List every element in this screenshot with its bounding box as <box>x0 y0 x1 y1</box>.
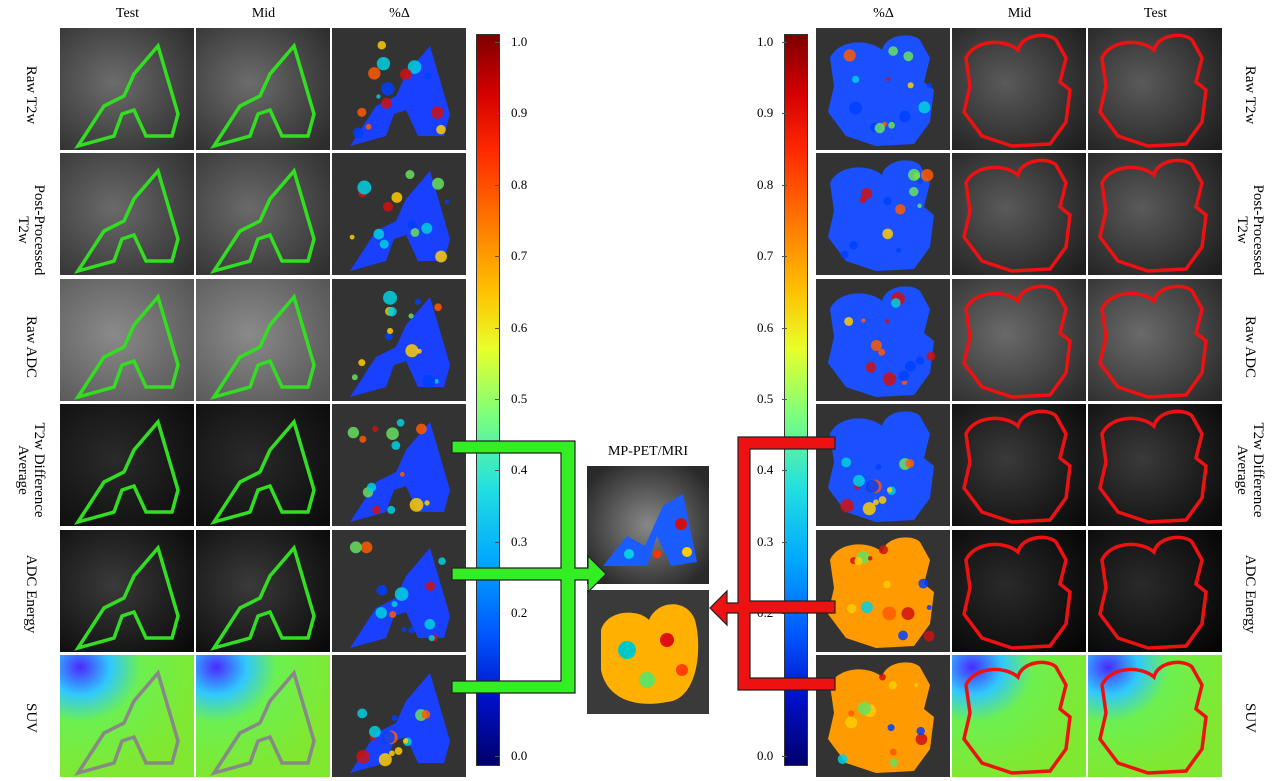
colorbar-tick-mark <box>782 327 787 329</box>
left-col-header-pct-change: %Δ <box>389 6 410 21</box>
green-arrow-bracket <box>451 440 607 694</box>
left-tile-raw-adc-pct-change <box>332 279 466 401</box>
colorbar-tick-label: 0.3 <box>511 533 528 549</box>
colorbar-tick-mark <box>782 541 787 543</box>
left-tile-suv-mid <box>196 655 330 777</box>
right-tile-t2w-difference-average-pct-change <box>816 404 950 526</box>
right-tile-raw-adc-pct-change <box>816 279 950 401</box>
colorbar-tick-mark <box>782 113 787 115</box>
colorbar-tick-label: 0.3 <box>757 533 774 549</box>
colorbar-tick-mark <box>782 256 787 258</box>
right-tile-suv-mid <box>952 655 1086 777</box>
right-tile-raw-adc-test <box>1088 279 1222 401</box>
colorbar-tick-label: 0.2 <box>511 605 528 621</box>
right-tile-adc-energy-test <box>1088 530 1222 652</box>
left-tile-t2w-difference-average-pct-change <box>332 404 466 526</box>
right-tile-t2w-difference-average-test <box>1088 404 1222 526</box>
left-tile-adc-energy-mid <box>196 530 330 652</box>
right-tile-adc-energy-mid <box>952 530 1086 652</box>
colorbar-tick-label: 1.0 <box>511 34 528 49</box>
colorbar-tick-label: 0.4 <box>511 462 528 478</box>
colorbar-tick-label: 0.8 <box>757 176 774 192</box>
colorbar-tick-mark <box>782 399 787 400</box>
right-tile-raw-t2w-pct-change <box>816 28 950 150</box>
colorbar-tick-label: 0.8 <box>511 176 528 192</box>
colorbar-tick-mark <box>782 756 787 757</box>
red-arrow-bracket <box>709 436 836 691</box>
colorbar-tick-mark <box>495 327 500 329</box>
left-tile-raw-t2w-pct-change <box>332 28 466 150</box>
colorbar-tick-label: 0.5 <box>757 391 774 406</box>
right-tile-post-processed-t2w-mid <box>952 153 1086 275</box>
right-tile-raw-t2w-mid <box>952 28 1086 150</box>
left-col-header-test: Test <box>115 6 140 21</box>
colorbar-tick-label: 0.9 <box>511 105 528 121</box>
right-col-header-mid: Mid <box>1007 6 1032 21</box>
left-col-header-mid: Mid <box>251 6 276 21</box>
colorbar-tick-mark <box>495 756 500 757</box>
right-tile-suv-test <box>1088 655 1222 777</box>
left-tile-raw-t2w-mid <box>196 28 330 150</box>
right-tile-raw-t2w-test <box>1088 28 1222 150</box>
center-bottom-region <box>601 604 699 704</box>
colorbar-tick-mark <box>782 613 787 615</box>
colorbar-tick-mark <box>495 613 500 615</box>
colorbar-tick-label: 0.7 <box>757 248 774 264</box>
colorbar-tick-label: 1.0 <box>757 34 774 49</box>
left-tile-adc-energy-test <box>60 530 194 652</box>
right-colorbar <box>784 34 808 766</box>
colorbar-tick-mark <box>495 113 500 115</box>
left-tile-adc-energy-pct-change <box>332 530 466 652</box>
colorbar-tick-label: 0.0 <box>511 748 528 763</box>
left-tile-post-processed-t2w-mid <box>196 153 330 275</box>
right-col-header-test: Test <box>1143 6 1168 21</box>
center-top-region <box>603 494 697 566</box>
colorbar-tick-mark <box>495 470 500 472</box>
right-tile-adc-energy-pct-change <box>816 530 950 652</box>
left-tile-post-processed-t2w-test <box>60 153 194 275</box>
center-image-bottom <box>587 590 709 714</box>
colorbar-tick-mark <box>782 42 787 43</box>
center-top-heatmap <box>587 466 709 584</box>
colorbar-tick-mark <box>495 399 500 400</box>
left-tile-raw-adc-test <box>60 279 194 401</box>
colorbar-tick-mark <box>495 541 500 543</box>
colorbar-tick-label: 0.6 <box>757 319 774 335</box>
right-tile-t2w-difference-average-mid <box>952 404 1086 526</box>
left-tile-t2w-difference-average-mid <box>196 404 330 526</box>
colorbar-tick-mark <box>495 184 500 186</box>
colorbar-tick-mark <box>782 184 787 186</box>
left-colorbar <box>476 34 500 766</box>
left-tile-suv-test <box>60 655 194 777</box>
colorbar-tick-mark <box>495 42 500 43</box>
right-tile-post-processed-t2w-test <box>1088 153 1222 275</box>
colorbar-tick-label: 0.5 <box>511 391 528 406</box>
colorbar-tick-mark <box>495 256 500 258</box>
right-col-header-pct-change: %Δ <box>873 6 894 21</box>
left-tile-suv-pct-change <box>332 655 466 777</box>
colorbar-tick-mark <box>782 470 787 472</box>
center-title: MP-PET/MRI <box>607 444 689 459</box>
colorbar-tick-label: 0.0 <box>757 748 774 763</box>
left-tile-raw-adc-mid <box>196 279 330 401</box>
left-tile-t2w-difference-average-test <box>60 404 194 526</box>
right-tile-suv-pct-change <box>816 655 950 777</box>
colorbar-tick-label: 0.9 <box>757 105 774 121</box>
colorbar-tick-label: 0.4 <box>757 462 774 478</box>
right-tile-post-processed-t2w-pct-change <box>816 153 950 275</box>
right-tile-raw-adc-mid <box>952 279 1086 401</box>
left-tile-raw-t2w-test <box>60 28 194 150</box>
colorbar-tick-label: 0.7 <box>511 248 528 264</box>
center-image-top <box>587 466 709 584</box>
colorbar-tick-label: 0.6 <box>511 319 528 335</box>
center-bottom-heatmap <box>587 590 709 714</box>
left-tile-post-processed-t2w-pct-change <box>332 153 466 275</box>
